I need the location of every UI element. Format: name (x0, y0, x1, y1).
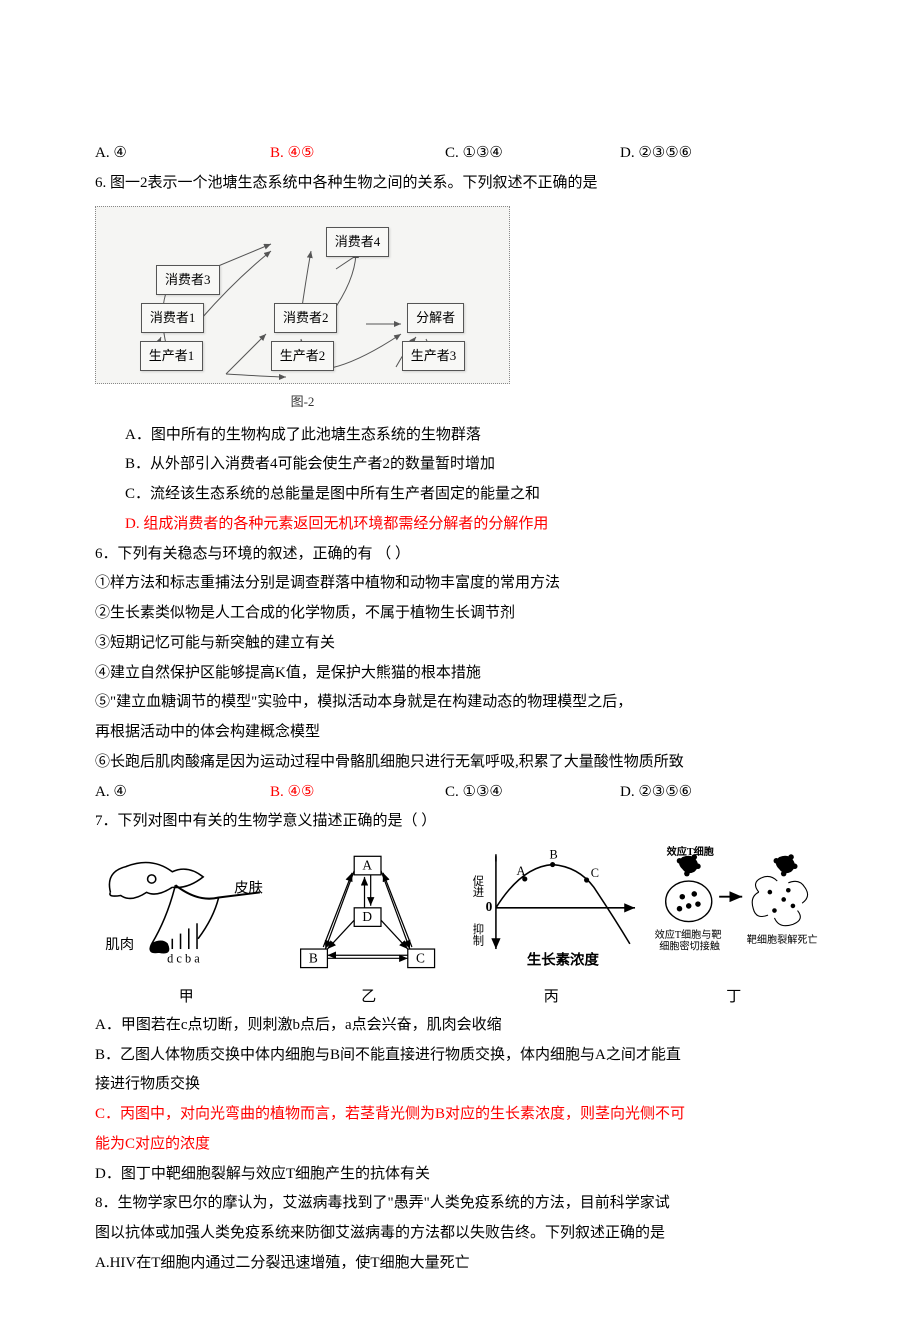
node-consumer1: 消费者1 (141, 303, 205, 333)
q6-s3: ③短期记忆可能与新突触的建立有关 (95, 630, 825, 658)
q6-stem: 6．下列有关稳态与环境的叙述，正确的有 （ ） (95, 541, 825, 569)
svg-text:皮肤: 皮肤 (234, 880, 263, 897)
svg-text:C: C (591, 866, 599, 880)
node-consumer3: 消费者3 (156, 265, 220, 295)
svg-text:B: B (549, 848, 557, 862)
q6-s5a: ⑤"建立血糖调节的模型"实验中，模拟活动本身就是在构建动态的物理模型之后， (95, 689, 825, 717)
q7-opt-c2: 能为C对应的浓度 (95, 1131, 825, 1159)
q8-opt-a: A.HIV在T细胞内通过二分裂迅速增殖，使T细胞大量死亡 (95, 1250, 825, 1278)
node-consumer2: 消费者2 (274, 303, 338, 333)
q7-opt-b2: 接进行物质交换 (95, 1071, 825, 1099)
q7-opt-d: D．图丁中靶细胞裂解与效应T细胞产生的抗体有关 (95, 1161, 825, 1189)
svg-text:B: B (309, 951, 318, 966)
label-yi: 乙 (281, 984, 456, 1012)
q7-figure-labels: 甲 乙 丙 丁 (95, 984, 825, 1012)
svg-text:d c b a: d c b a (167, 952, 200, 966)
opt-a: A. ④ (95, 140, 270, 168)
figure-ding: 效应T细胞 效应T细胞与靶 细胞密切接触 靶细胞裂解死亡 (650, 846, 825, 980)
figure-caption: 图-2 (95, 390, 510, 414)
q5b-stem: 6. 图一2表示一个池塘生态系统中各种生物之间的关系。下列叙述不正确的是 (95, 170, 825, 198)
svg-text:细胞密切接触: 细胞密切接触 (659, 939, 720, 952)
q8-stem1: 8．生物学家巴尔的摩认为，艾滋病毒找到了"愚弄"人类免疫系统的方法，目前科学家试 (95, 1190, 825, 1218)
svg-text:靶细胞裂解死亡: 靶细胞裂解死亡 (747, 933, 818, 946)
opt-d: D. ②③⑤⑥ (620, 140, 825, 168)
label-bing: 丙 (464, 984, 639, 1012)
svg-text:效应T细胞与靶: 效应T细胞与靶 (654, 928, 721, 941)
node-producer3: 生产者3 (402, 341, 466, 371)
svg-text:促进: 促进 (471, 874, 484, 898)
q8-stem2: 图以抗体或加强人类免疫系统来防御艾滋病毒的方法都以失败告终。下列叙述正确的是 (95, 1220, 825, 1248)
svg-text:0: 0 (485, 899, 492, 914)
q7-stem: 7．下列对图中有关的生物学意义描述正确的是（ ） (95, 808, 825, 836)
figure-bing: A B C 0 促进 抑制 生长素浓度 (465, 846, 640, 980)
opt-b: B. ④⑤ (270, 140, 445, 168)
q6-opt-d: D. ②③⑤⑥ (620, 779, 825, 807)
q5b-opt-c: C．流经该生态系统的总能量是图中所有生产者固定的能量之和 (95, 481, 825, 509)
figure-yi: A B C D (280, 846, 455, 980)
q6-s5b: 再根据活动中的体会构建概念模型 (95, 719, 825, 747)
q5b-opt-a: A．图中所有的生物构成了此池塘生态系统的生物群落 (95, 422, 825, 450)
node-producer2: 生产者2 (271, 341, 335, 371)
svg-text:生长素浓度: 生长素浓度 (527, 951, 600, 969)
q6-opt-b: B. ④⑤ (270, 779, 445, 807)
svg-text:C: C (416, 951, 425, 966)
q6-s1: ①样方法和标志重捕法分别是调查群落中植物和动物丰富度的常用方法 (95, 570, 825, 598)
q6-s4: ④建立自然保护区能够提高K值，是保护大熊猫的根本措施 (95, 660, 825, 688)
svg-text:效应T细胞: 效应T细胞 (666, 846, 713, 858)
svg-text:肌肉: 肌肉 (105, 936, 134, 953)
figure-jia: 皮肤 肌肉 d c b a (95, 846, 270, 980)
opt-c: C. ①③④ (445, 140, 620, 168)
q6-s2: ②生长素类似物是人工合成的化学物质，不属于植物生长调节剂 (95, 600, 825, 628)
node-consumer4: 消费者4 (326, 227, 390, 257)
label-jia: 甲 (99, 984, 274, 1012)
q7-opt-b1: B．乙图人体物质交换中体内细胞与B间不能直接进行物质交换，体内细胞与A之间才能直 (95, 1042, 825, 1070)
q6-opt-c: C. ①③④ (445, 779, 620, 807)
q6-s6: ⑥长跑后肌肉酸痛是因为运动过程中骨骼肌细胞只进行无氧呼吸,积累了大量酸性物质所致 (95, 749, 825, 777)
svg-text:D: D (362, 909, 372, 924)
q7-opt-a: A．甲图若在c点切断，则刺激b点后，a点会兴奋，肌肉会收缩 (95, 1012, 825, 1040)
q5b-opt-d: D. 组成消费者的各种元素返回无机环境都需经分解者的分解作用 (95, 511, 825, 539)
q6-opt-a: A. ④ (95, 779, 270, 807)
q5-options: A. ④ B. ④⑤ C. ①③④ D. ②③⑤⑥ (95, 140, 825, 168)
svg-text:抑制: 抑制 (471, 922, 484, 946)
q7-figures: 皮肤 肌肉 d c b a (95, 846, 825, 980)
q5b-opt-b: B．从外部引入消费者4可能会使生产者2的数量暂时增加 (95, 451, 825, 479)
label-ding: 丁 (646, 984, 821, 1012)
svg-text:A: A (362, 858, 372, 873)
svg-text:A: A (516, 864, 525, 878)
q7-opt-c1: C．丙图中，对向光弯曲的植物而言，若茎背光侧为B对应的生长素浓度，则茎向光侧不可 (95, 1101, 825, 1129)
q6-options: A. ④ B. ④⑤ C. ①③④ D. ②③⑤⑥ (95, 779, 825, 807)
node-producer1: 生产者1 (140, 341, 204, 371)
ecosystem-figure: 消费者4 消费者3 消费者1 消费者2 分解者 生产者1 生产者2 生产者3 图… (95, 206, 510, 414)
node-decomposer: 分解者 (407, 303, 464, 333)
